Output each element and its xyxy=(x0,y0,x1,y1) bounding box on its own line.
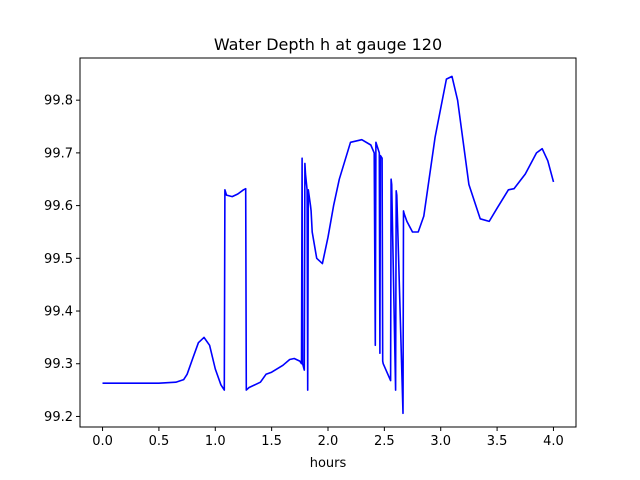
y-tick-label: 99.3 xyxy=(44,357,73,372)
x-tick-label: 3.5 xyxy=(487,434,508,449)
series-line-1 xyxy=(102,75,555,415)
x-tick-label: 0.0 xyxy=(92,434,113,449)
x-tick-label: 1.5 xyxy=(261,434,282,449)
y-axis-ticks: 99.2 99.3 99.4 99.5 99.6 99.7 99.8 xyxy=(44,94,80,425)
chart-title: Water Depth h at gauge 120 xyxy=(214,35,442,54)
x-tick-label: 2.5 xyxy=(374,434,395,449)
y-tick-label: 99.4 xyxy=(44,305,73,320)
y-tick-label: 99.8 xyxy=(44,94,73,109)
y-tick-label: 99.6 xyxy=(44,199,73,214)
series-layer xyxy=(102,75,555,415)
x-tick-label: 0.5 xyxy=(149,434,170,449)
x-tick-label: 4.0 xyxy=(543,434,564,449)
x-tick-label: 1.0 xyxy=(205,434,226,449)
x-tick-label: 2.0 xyxy=(318,434,339,449)
y-tick-label: 99.2 xyxy=(44,410,73,425)
y-tick-label: 99.7 xyxy=(44,146,73,161)
y-tick-label: 99.5 xyxy=(44,252,73,267)
x-tick-label: 3.0 xyxy=(430,434,451,449)
x-axis-ticks: 0.0 0.5 1.0 1.5 2.0 2.5 3.0 3.5 4.0 xyxy=(92,427,564,449)
x-axis-label: hours xyxy=(310,456,347,471)
